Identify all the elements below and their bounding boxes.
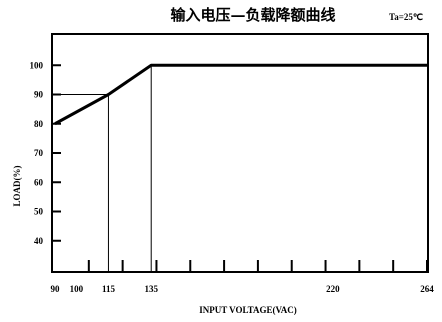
y-tick-label-50: 50 [34, 207, 44, 217]
series-line-0 [54, 63, 427, 126]
y-tick-label-70: 70 [34, 148, 44, 158]
x-tick-label-115: 115 [102, 284, 116, 294]
x-tick-label-135: 135 [144, 284, 158, 294]
x-tick-label-264: 264 [420, 284, 434, 294]
chart-title: 输入电压—负载降额曲线 [170, 6, 335, 24]
y-tick-label-60: 60 [34, 177, 44, 187]
x-tick-label-100: 100 [70, 284, 84, 294]
y-tick-label-100: 100 [30, 60, 44, 70]
x-tick-label-90: 90 [51, 284, 61, 294]
y-tick-label-40: 40 [34, 236, 44, 246]
y-tick-label-80: 80 [34, 119, 44, 129]
x-tick-label-220: 220 [326, 284, 340, 294]
ambient-temperature-note: Ta=25℃ [389, 12, 423, 22]
y-tick-label-90: 90 [34, 90, 44, 100]
y-axis-label: LOAD(%) [12, 166, 22, 207]
x-axis-label: INPUT VOLTAGE(VAC) [199, 305, 297, 315]
